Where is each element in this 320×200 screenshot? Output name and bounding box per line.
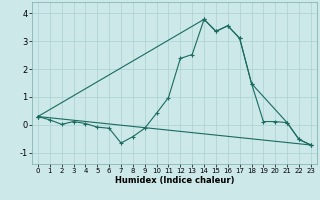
X-axis label: Humidex (Indice chaleur): Humidex (Indice chaleur) — [115, 176, 234, 185]
